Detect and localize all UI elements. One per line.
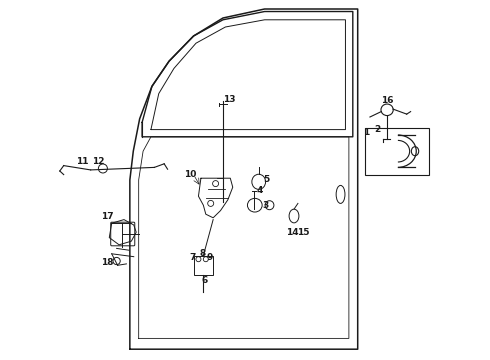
Text: 4: 4	[256, 186, 263, 195]
Text: 1: 1	[364, 128, 369, 137]
Text: 6: 6	[202, 276, 208, 285]
Text: 2: 2	[374, 125, 380, 134]
Bar	[365, 128, 429, 175]
Text: 3: 3	[263, 202, 269, 210]
Text: 8: 8	[199, 249, 205, 258]
Text: 16: 16	[381, 96, 393, 105]
Text: 11: 11	[76, 157, 89, 166]
Text: 9: 9	[206, 253, 213, 262]
Text: 12: 12	[92, 157, 104, 166]
Text: 7: 7	[189, 253, 196, 262]
Text: 13: 13	[223, 95, 236, 104]
Text: 17: 17	[101, 212, 114, 220]
Text: 5: 5	[263, 175, 269, 184]
Text: 18: 18	[100, 258, 113, 266]
Text: 15: 15	[296, 228, 309, 237]
Bar	[194, 256, 213, 275]
Text: 10: 10	[184, 170, 196, 179]
Text: 14: 14	[286, 228, 298, 237]
